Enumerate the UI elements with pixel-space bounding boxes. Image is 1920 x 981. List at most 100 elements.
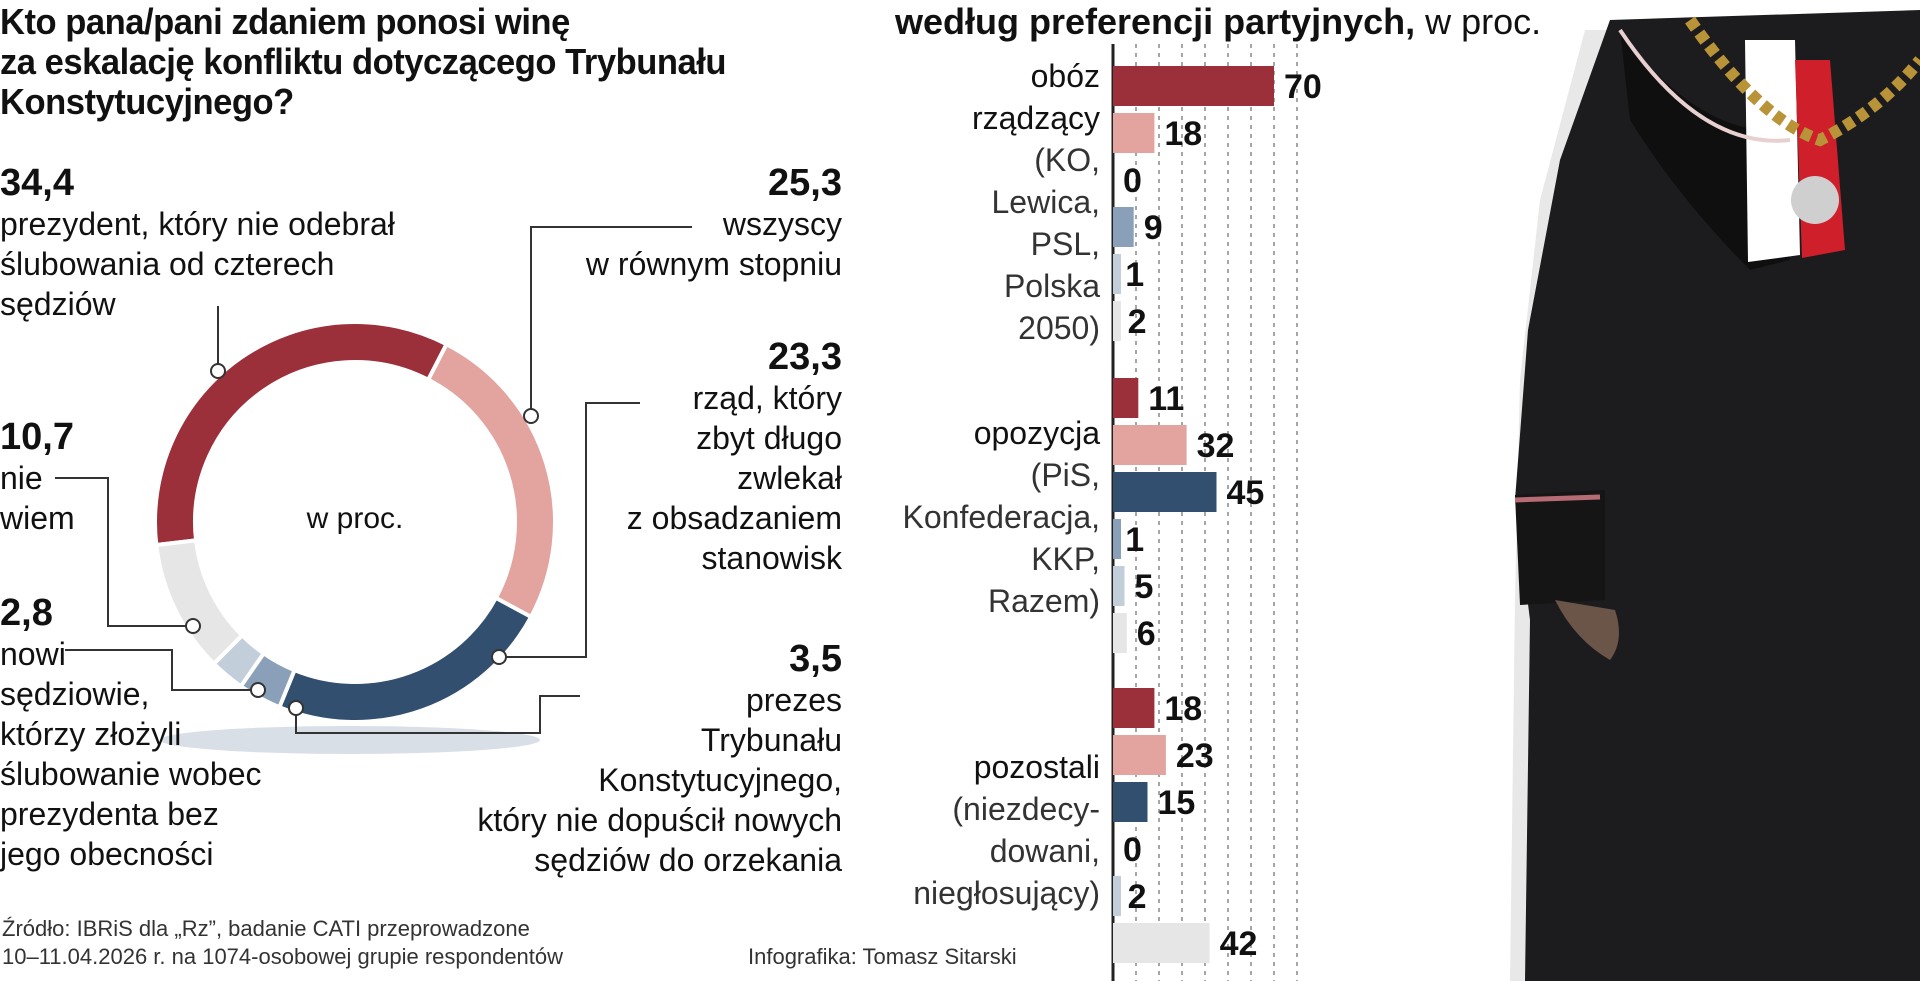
group-members: Konfederacja,: [902, 499, 1100, 535]
bar-value-label: 70: [1284, 68, 1322, 106]
group-members: niegłosujący): [913, 875, 1100, 911]
bar-value-label: 15: [1158, 784, 1196, 822]
slice-text: którzy złożyli: [0, 716, 182, 752]
bar-value-label: 11: [1148, 380, 1184, 418]
slice-text: sędziowie,: [0, 676, 150, 712]
leader-line-niewiem: [55, 477, 193, 627]
leader-dot: [250, 682, 266, 698]
slice-text: rząd, który: [692, 380, 842, 416]
slice-text: ślubowanie wobec: [0, 756, 262, 792]
slice-value: 3,5: [789, 638, 842, 680]
bar: [1113, 613, 1127, 653]
bar: [1113, 378, 1139, 418]
question-title: Kto pana/pani zdaniem ponosi winę za esk…: [0, 2, 826, 122]
group-label-pozostali: pozostali (niezdecy- dowani, niegłosując…: [895, 746, 1100, 914]
group-label-oboz: obóz rządzący (KO, Lewica, PSL, Polska 2…: [895, 55, 1100, 349]
slice-text: sędziów: [0, 286, 116, 322]
slice-text: sędziów do orzekania: [534, 842, 842, 878]
bar-value-label: 45: [1227, 474, 1265, 512]
bar: [1113, 472, 1217, 512]
slice-value: 34,4: [0, 162, 74, 204]
slice-text: Konstytucyjnego,: [598, 762, 842, 798]
donut-chart: w proc.: [55, 226, 692, 754]
slice-value: 2,8: [0, 592, 53, 634]
group-members: PSL,: [1030, 226, 1100, 262]
group-members: (niezdecy-: [952, 791, 1100, 827]
slice-text: prezydent, który nie odebrał: [0, 206, 395, 242]
bar: [1113, 876, 1121, 916]
leader-dot: [288, 700, 304, 716]
group-members: (KO,: [1034, 142, 1100, 178]
slice-text: który nie dopuścił nowych: [477, 802, 842, 838]
bar-value-label: 23: [1176, 737, 1214, 775]
slice-text: zbyt długo: [696, 420, 842, 456]
question-line: za eskalację konfliktu dotyczącego Trybu…: [0, 41, 727, 82]
group-members: Polska: [1003, 268, 1100, 304]
bar-value-label: 0: [1123, 831, 1142, 869]
group-members: dowani,: [989, 833, 1100, 869]
group-label-opozycja: opozycja (PiS, Konfederacja, KKP, Razem): [895, 412, 1100, 622]
slice-value: 25,3: [768, 162, 842, 204]
leader-line-wszyscy: [530, 226, 692, 416]
bar-value-label: 32: [1197, 427, 1235, 465]
group-members: Razem): [987, 583, 1100, 619]
bar: [1113, 254, 1121, 294]
group-name: pozostali: [973, 749, 1100, 785]
bar-chart-title-bold: według preferencji partyjnych,: [895, 1, 1416, 42]
leader-dot: [210, 363, 226, 379]
question-line: Kto pana/pani zdaniem ponosi winę: [0, 1, 570, 42]
group-name: opozycja: [973, 415, 1100, 451]
leader-lines: [55, 226, 692, 734]
slice-text: zwlekał: [737, 460, 842, 496]
bar-value-label: 6: [1137, 615, 1156, 653]
bar: [1113, 566, 1125, 606]
leader-dot: [491, 649, 507, 665]
slice-text: stanowisk: [701, 540, 843, 576]
bar-grid: [1111, 44, 1298, 981]
bar-value-label: 2: [1128, 878, 1147, 916]
bar: [1113, 782, 1148, 822]
slice-label-prezydent: 34,4 prezydent, który nie odebrał ślubow…: [0, 162, 480, 324]
leader-dot: [185, 618, 201, 634]
group-members: Lewica,: [991, 184, 1101, 220]
leader-line-rzad: [499, 402, 640, 658]
robe-shape: [1510, 10, 1920, 981]
slice-text: ślubowania od czterech: [0, 246, 335, 282]
bar: [1113, 113, 1155, 153]
slice-text: Trybunału: [700, 722, 842, 758]
source-line: 10–11.04.2026 r. na 1074-osobowej grupie…: [2, 944, 564, 969]
leader-dot: [523, 408, 539, 424]
bar-value-label: 1: [1125, 521, 1144, 559]
credit: Infografika: Tomasz Sitarski: [748, 944, 1017, 969]
slice-label-wszyscy: 25,3 wszyscy w równym stopniu: [500, 162, 842, 284]
bar-value-label: 1: [1125, 256, 1144, 294]
bar: [1113, 301, 1121, 341]
leader-line-nowi: [65, 649, 258, 691]
slice-text: wszyscy: [722, 206, 842, 242]
slice-label-niewiem: 10,7 nie wiem: [0, 416, 200, 538]
source-line: Źródło: IBRiS dla „Rz”, badanie CATI prz…: [2, 916, 530, 941]
group-name: obóz: [1030, 58, 1100, 94]
slice-text: nowi: [0, 636, 66, 672]
bar-value-label: 18: [1164, 690, 1202, 728]
slice-text: nie: [0, 460, 43, 496]
bar: [1113, 688, 1155, 728]
slice-text: prezydenta bez: [0, 796, 219, 832]
leader-line-prezes: [295, 695, 580, 734]
slice-text: wiem: [0, 500, 75, 536]
bar-value-label: 2: [1128, 303, 1147, 341]
bar: [1113, 923, 1210, 963]
leader-dots: [185, 363, 539, 716]
slice-text: w równym stopniu: [585, 246, 842, 282]
bar: [1113, 207, 1134, 247]
bar-value-label: 18: [1164, 115, 1202, 153]
slice-value: 10,7: [0, 416, 74, 458]
question-line: Konstytucyjnego?: [0, 81, 294, 122]
bar: [1113, 425, 1187, 465]
bar: [1113, 519, 1121, 559]
slice-value: 23,3: [768, 336, 842, 378]
group-members: 2050): [1018, 310, 1100, 346]
